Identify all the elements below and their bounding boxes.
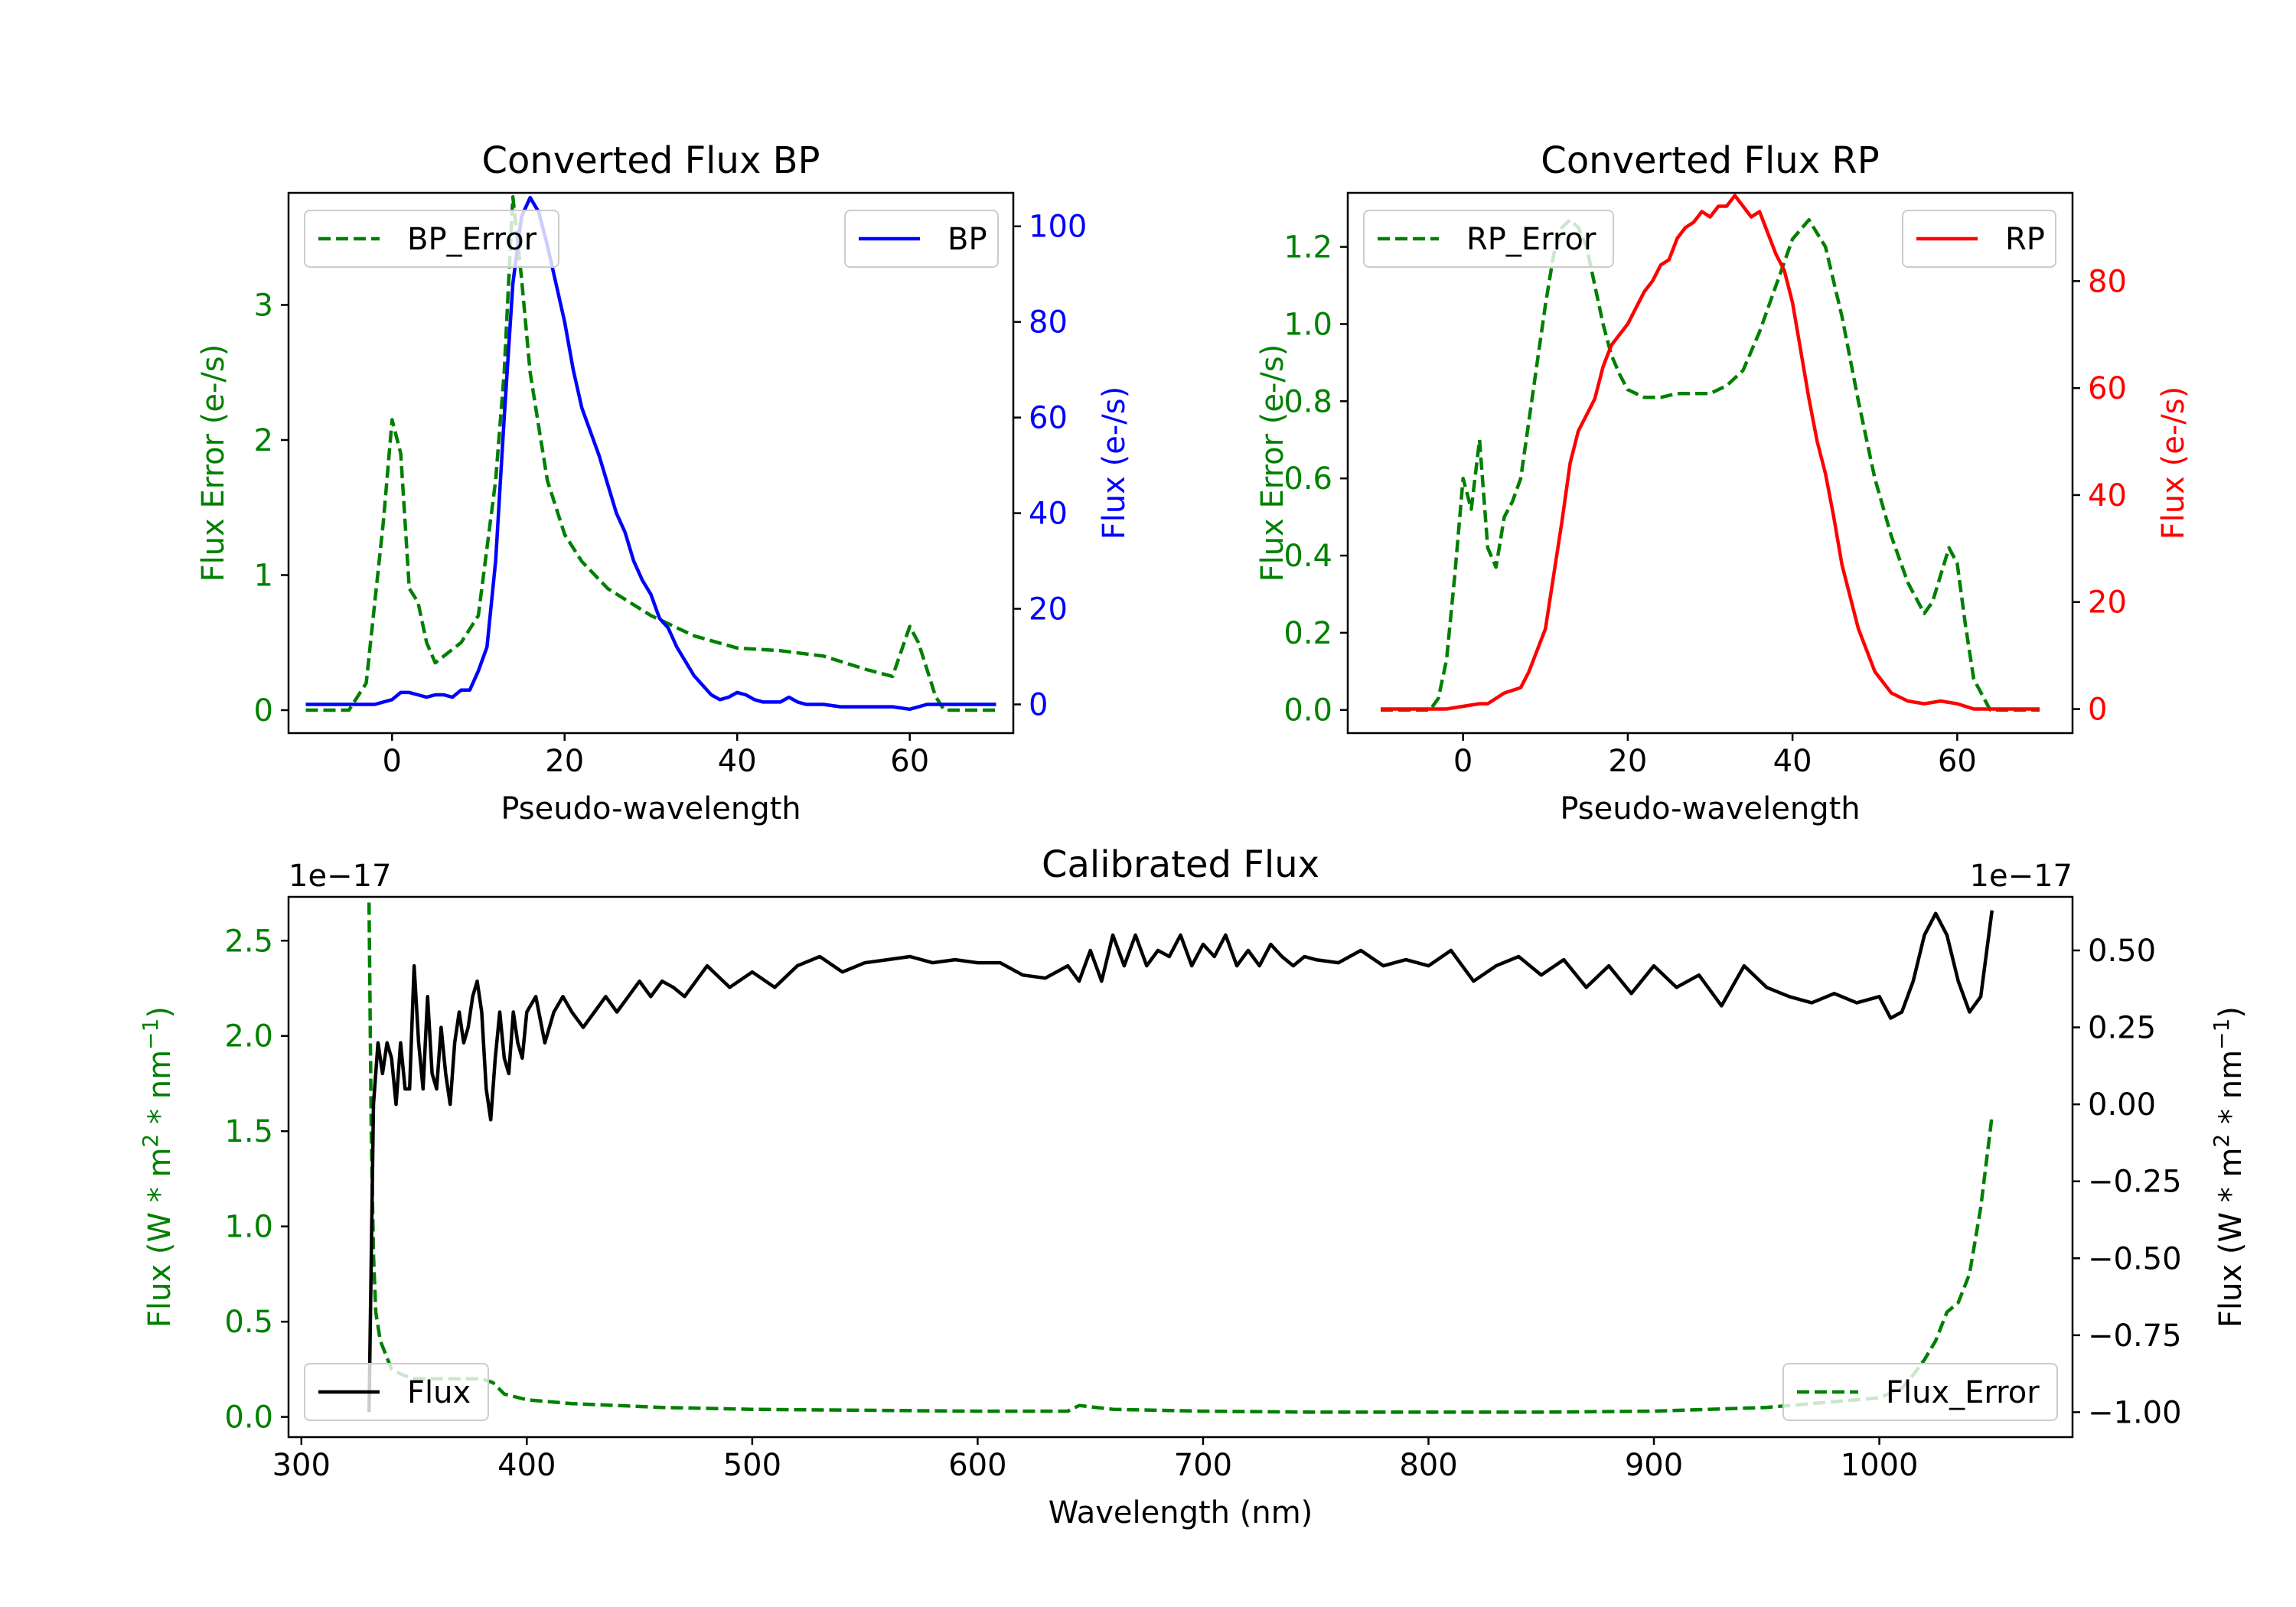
legend-label: RP <box>2005 222 2045 257</box>
right-tick-label: 60 <box>1029 401 1068 436</box>
left-tick-label: 1.0 <box>1283 307 1332 342</box>
x-axis-label: Wavelength (nm) <box>1049 1495 1313 1530</box>
rp-chart: 0 20 40 60 0.0 0.2 0.4 0.6 0.8 1.0 1.2 0 20 40 60 80 Con… <box>1255 139 2191 826</box>
right-tick-label: 0.25 <box>2088 1011 2156 1046</box>
left-axis-label: Flux Error (e-/s) <box>196 344 231 582</box>
right-tick-label: 80 <box>1029 305 1068 341</box>
plot-frame <box>287 895 2074 1439</box>
x-tick-label: 300 <box>272 1448 331 1483</box>
right-tick-label: −0.25 <box>2088 1165 2182 1200</box>
series-rp-line <box>1381 194 2040 711</box>
calibrated-chart: 300 400 500 600 700 800 900 1000 0.0 0.5 1.0 1.5 2.0… <box>138 843 2249 1530</box>
left-tick-label: 0.0 <box>224 1400 273 1436</box>
right-tick-label: 20 <box>1029 592 1068 627</box>
right-tick-label: −0.75 <box>2088 1319 2182 1354</box>
left-tick-label: 3 <box>254 288 273 323</box>
legend-label: Flux <box>407 1375 471 1410</box>
right-axis-label: Flux (e-/s) <box>1097 386 1132 539</box>
right-tick-label: 100 <box>1029 210 1087 245</box>
x-tick-label: 400 <box>497 1448 556 1483</box>
left-tick-label: 0 <box>254 693 273 729</box>
x-tick-label: 40 <box>1773 744 1812 779</box>
left-tick-label: 1 <box>254 558 273 593</box>
right-tick-label: 80 <box>2088 264 2127 299</box>
legend-left: Flux <box>304 1363 489 1421</box>
chart-title: Calibrated Flux <box>1042 843 1319 886</box>
legend-label: BP_Error <box>407 222 537 257</box>
left-axis-label: Flux Error (e-/s) <box>1255 344 1290 582</box>
legend-label: BP <box>947 222 987 257</box>
legend-right: RP <box>1902 210 2056 268</box>
right-axis-label: Flux (e-/s) <box>2156 386 2191 539</box>
legend-frame <box>304 210 559 268</box>
right-tick-label: 0 <box>1029 688 1048 723</box>
series-flux-line <box>367 910 1994 1413</box>
chart-title: Converted Flux BP <box>482 139 820 182</box>
plot-frame <box>287 191 1015 735</box>
x-tick-label: 900 <box>1625 1448 1683 1483</box>
left-tick-label: 0.2 <box>1283 616 1332 651</box>
x-tick-label: 20 <box>545 744 584 779</box>
x-tick-label: 20 <box>1608 744 1647 779</box>
x-tick-label: 1000 <box>1841 1448 1919 1483</box>
x-tick-label: 60 <box>890 744 929 779</box>
left-tick-label: 0.0 <box>1283 693 1332 729</box>
right-tick-label: 0.00 <box>2088 1087 2156 1123</box>
chart-title: Converted Flux RP <box>1541 139 1879 182</box>
right-tick-label: 0.50 <box>2088 934 2156 969</box>
left-tick-label: 2 <box>254 423 273 458</box>
series-rp-error-line <box>1381 218 2040 712</box>
legend-right: BP <box>844 210 999 268</box>
left-offset-text: 1e−17 <box>289 859 391 894</box>
left-tick-label: 1.0 <box>224 1210 273 1245</box>
series-group <box>367 902 1994 1414</box>
legend-frame <box>1363 210 1614 268</box>
left-tick-label: 0.4 <box>1283 539 1332 574</box>
x-tick-label: 60 <box>1938 744 1977 779</box>
left-tick-label: 0.6 <box>1283 461 1332 497</box>
series-group <box>1381 194 2040 712</box>
x-tick-label: 0 <box>383 744 402 779</box>
x-tick-label: 40 <box>718 744 757 779</box>
right-tick-label: −1.00 <box>2088 1395 2182 1430</box>
legend-label: RP_Error <box>1466 222 1596 257</box>
left-tick-label: 2.5 <box>224 924 273 959</box>
x-tick-label: 800 <box>1399 1448 1457 1483</box>
right-tick-label: 60 <box>2088 371 2127 406</box>
plot-frame <box>1346 191 2074 735</box>
x-axis-label: Pseudo-wavelength <box>1560 791 1860 826</box>
legend-frame <box>1902 210 2056 268</box>
left-tick-label: 0.8 <box>1283 384 1332 419</box>
x-tick-label: 0 <box>1453 744 1473 779</box>
legend-label: Flux_Error <box>1886 1375 2040 1410</box>
right-axis-label: Flux (W * m2 * nm−1) <box>2209 1006 2249 1328</box>
right-offset-text: 1e−17 <box>1970 859 2073 894</box>
series-group <box>305 195 996 712</box>
right-tick-label: 20 <box>2088 585 2127 621</box>
bp-chart: 0 20 40 60 0 1 2 3 0 20 40 60 80 100 Converted Flux BP… <box>196 139 1132 826</box>
left-tick-label: 1.2 <box>1283 230 1332 266</box>
right-tick-label: −0.50 <box>2088 1241 2182 1276</box>
right-tick-label: 40 <box>2088 478 2127 513</box>
left-tick-label: 0.5 <box>224 1305 273 1340</box>
legend-frame <box>1782 1363 2058 1421</box>
series-bp-line <box>305 195 996 712</box>
legend-right: Flux_Error <box>1782 1363 2058 1421</box>
series-bp-error-line <box>305 195 996 712</box>
right-tick-label: 40 <box>1029 497 1068 532</box>
x-tick-label: 700 <box>1174 1448 1232 1483</box>
x-tick-label: 600 <box>948 1448 1006 1483</box>
left-tick-label: 2.0 <box>224 1019 273 1054</box>
right-tick-label: 0 <box>2088 693 2107 728</box>
series-flux-error-line <box>367 902 1994 1414</box>
legend-frame <box>304 1363 489 1421</box>
legend-frame <box>844 210 999 268</box>
legend-left: RP_Error <box>1363 210 1614 268</box>
x-axis-label: Pseudo-wavelength <box>501 791 801 826</box>
x-tick-label: 500 <box>723 1448 781 1483</box>
legend-left: BP_Error <box>304 210 559 268</box>
left-tick-label: 1.5 <box>224 1114 273 1149</box>
left-axis-label: Flux (W * m2 * nm−1) <box>138 1006 178 1328</box>
